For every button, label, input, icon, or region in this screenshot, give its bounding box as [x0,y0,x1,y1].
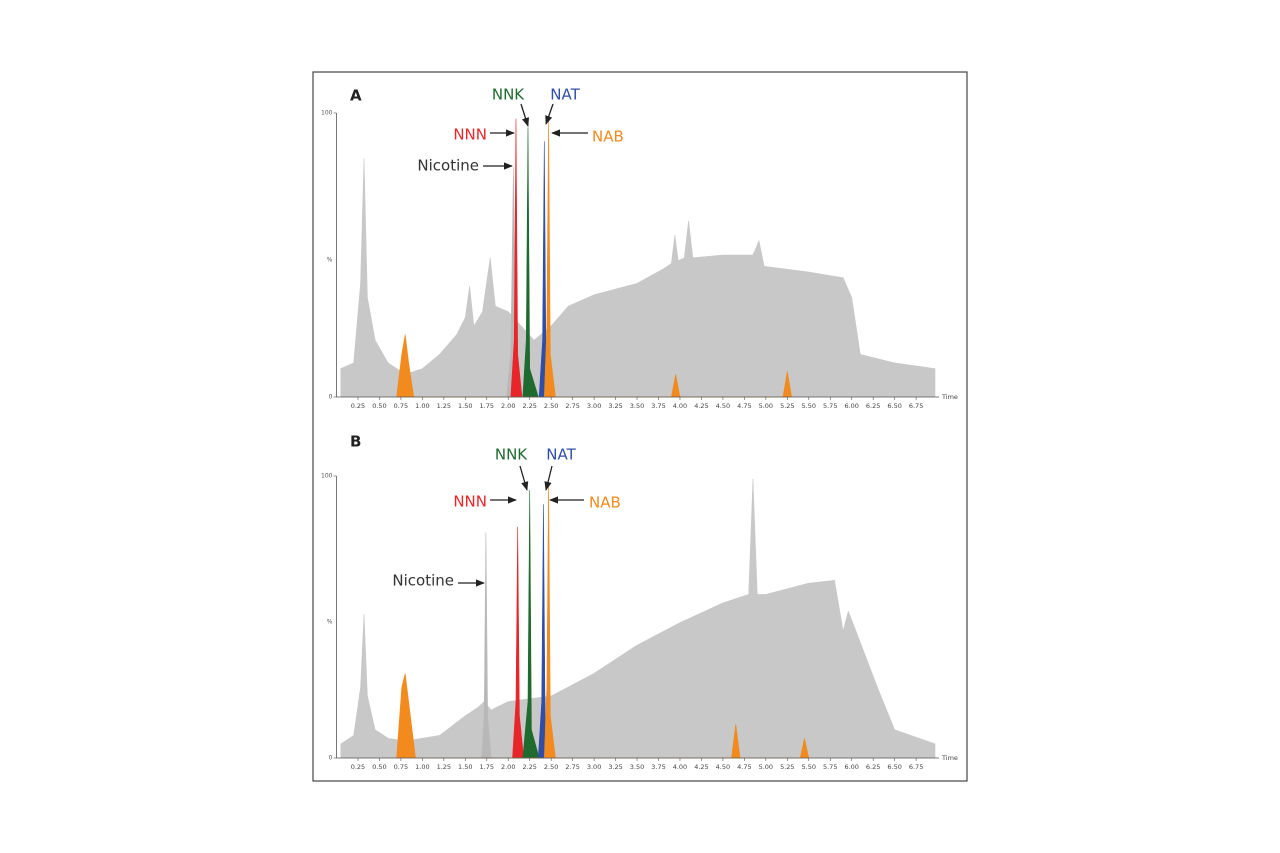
x-tick-label: 6.75 [909,402,923,410]
x-tick-label: 1.75 [480,763,494,771]
x-tick-label: 2.25 [522,402,536,410]
x-tick-label: 6.00 [844,402,858,410]
chromatogram-area [340,478,936,759]
x-tick-label: 5.25 [780,402,794,410]
x-tick-label: 0.25 [351,402,365,410]
peak-arrow [520,103,529,127]
x-tick-label: 6.50 [887,402,901,410]
peak-arrow [519,465,529,491]
x-tick-label: 1.25 [437,763,451,771]
x-tick-label: 2.75 [565,763,579,771]
x-tick-label: 6.75 [909,763,923,771]
x-tick-label: 0.50 [372,402,386,410]
peak-arrow [544,465,553,491]
panel-letter: A [350,87,362,105]
x-tick-label: 4.75 [737,402,751,410]
x-tick-label: 5.00 [759,402,773,410]
x-tick-label: 1.75 [480,402,494,410]
x-tick-label: 4.00 [673,402,687,410]
x-tick-label: 3.00 [587,763,601,771]
peak-label: NNK [495,446,528,464]
x-tick-label: 6.50 [887,763,901,771]
x-tick-label: 5.50 [802,402,816,410]
x-tick-label: 1.00 [415,402,429,410]
y-tick-label: 100 [321,110,333,117]
x-tick-label: 0.50 [372,763,386,771]
x-tick-label: 2.00 [501,763,515,771]
x-tick-label: 1.50 [458,763,472,771]
x-tick-label: 1.50 [458,402,472,410]
x-tick-label: 3.25 [608,763,622,771]
x-tick-label: 2.25 [522,763,536,771]
x-tick-label: 1.25 [437,402,451,410]
x-tick-label: 3.50 [630,402,644,410]
y-tick-label: 0 [329,755,333,762]
peak-label: NAT [546,446,576,464]
x-tick-label: 4.25 [694,763,708,771]
y-tick-label: 0 [329,394,333,401]
peak-label: NAB [589,494,621,512]
x-tick-label: 3.25 [608,402,622,410]
x-tick-label: 2.00 [501,402,515,410]
peak-label: Nicotine [417,157,479,175]
chromatogram-area [396,118,792,398]
x-tick-label: 5.75 [823,402,837,410]
x-axis-label: Time [941,754,958,762]
x-tick-label: 0.75 [394,763,408,771]
peak-label: NNK [492,86,525,104]
x-tick-label: 5.00 [759,763,773,771]
peak-label: NNN [453,493,487,511]
x-tick-label: 3.00 [587,402,601,410]
x-tick-label: 4.25 [694,402,708,410]
chromatogram-area [396,481,810,759]
x-tick-label: 2.50 [544,402,558,410]
x-tick-label: 6.25 [866,763,880,771]
chromatogram-area [340,158,936,398]
y-axis-label: % [327,257,333,264]
x-tick-label: 2.75 [565,402,579,410]
peak-label: NNN [453,126,487,144]
x-tick-label: 6.25 [866,402,880,410]
x-tick-label: 1.00 [415,763,429,771]
x-tick-label: 4.50 [716,763,730,771]
x-tick-label: 0.25 [351,763,365,771]
y-axis-label: % [327,619,333,626]
x-tick-label: 5.50 [802,763,816,771]
peak-label: NAT [550,86,580,104]
x-tick-label: 0.75 [394,402,408,410]
x-tick-label: 5.75 [823,763,837,771]
x-tick-label: 4.50 [716,402,730,410]
x-axis-label: Time [941,393,958,401]
x-tick-label: 3.75 [651,763,665,771]
y-tick-label: 100 [321,473,333,480]
peak-arrow [545,103,554,125]
panel-letter: B [350,433,361,451]
x-tick-label: 5.25 [780,763,794,771]
peak-label: Nicotine [392,572,454,590]
x-tick-label: 3.75 [651,402,665,410]
x-tick-label: 2.50 [544,763,558,771]
x-tick-label: 4.75 [737,763,751,771]
x-tick-label: 4.00 [673,763,687,771]
x-tick-label: 3.50 [630,763,644,771]
peak-label: NAB [592,128,624,146]
x-tick-label: 6.00 [844,763,858,771]
